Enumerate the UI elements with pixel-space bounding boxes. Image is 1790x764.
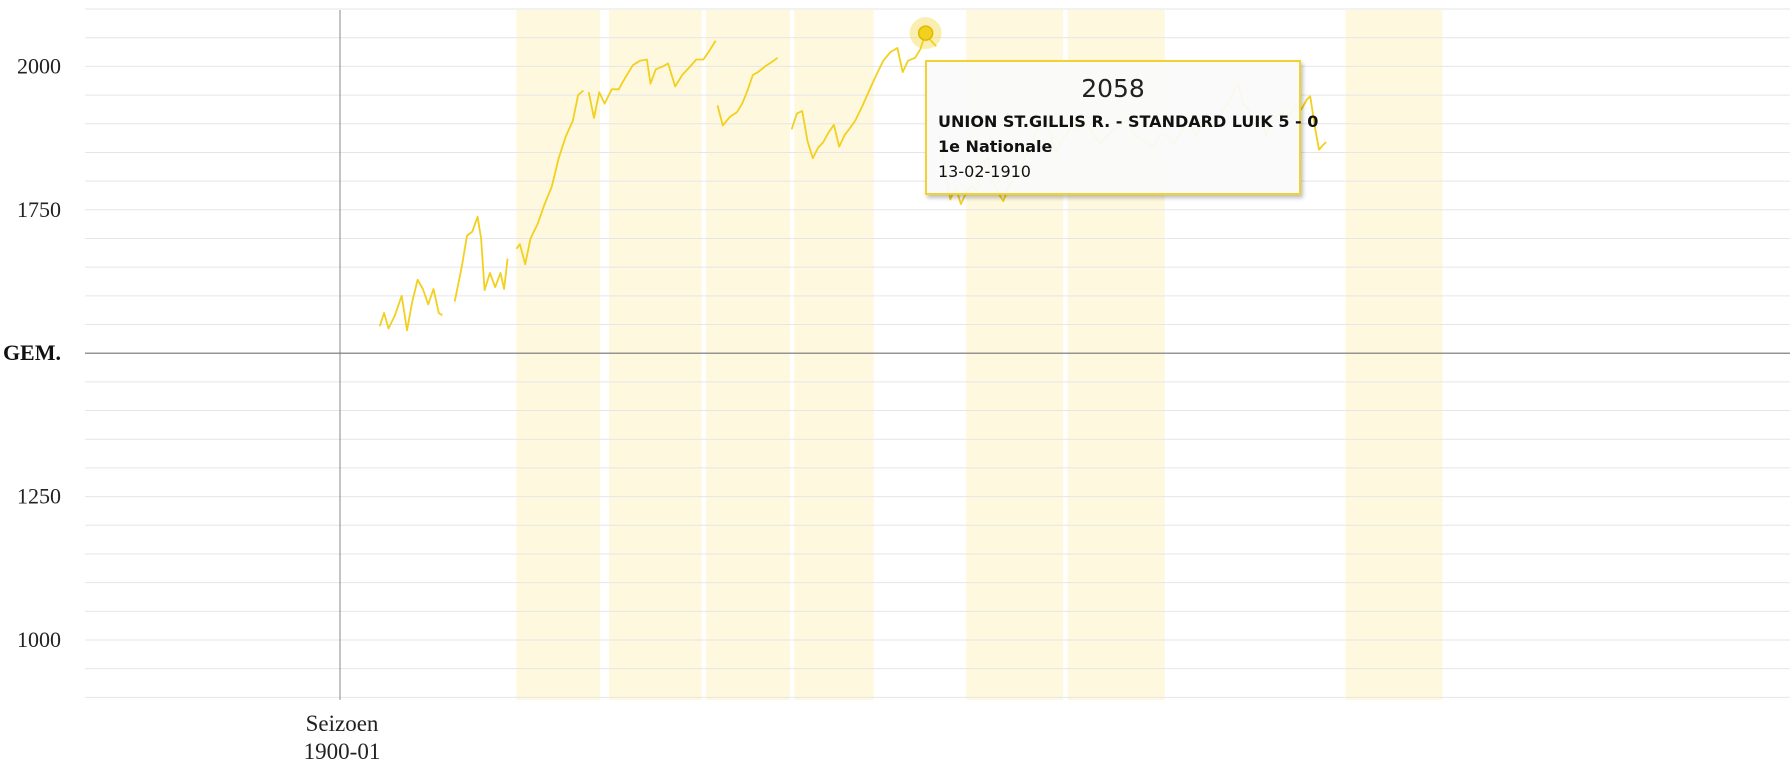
- season-band: [706, 10, 790, 700]
- series-line: [790, 32, 937, 160]
- mean-label: GEM.: [3, 340, 61, 365]
- series-line: [378, 278, 443, 332]
- season-label: Seizoen: [306, 711, 379, 736]
- series-line: [453, 215, 509, 302]
- season-band: [516, 10, 601, 700]
- match-tooltip: 2058 UNION ST.GILLIS R. - STANDARD LUIK …: [925, 60, 1318, 195]
- highlight-point: [909, 17, 942, 50]
- y-tick-label: 1250: [17, 484, 61, 509]
- series-line: [515, 89, 584, 266]
- season-start-label: 1900-01: [304, 739, 381, 764]
- tooltip-competition: 1e Nationale: [938, 137, 1053, 156]
- y-tick-label: 2000: [17, 53, 61, 78]
- season-band: [794, 10, 874, 700]
- y-tick-label: 1750: [17, 197, 61, 222]
- y-axis-ticks: 1000 1250 1750 2000: [17, 53, 61, 652]
- highlight-marker[interactable]: [917, 25, 934, 41]
- season-band: [609, 10, 702, 700]
- y-tick-label: 1000: [17, 627, 61, 652]
- series-line: [587, 40, 717, 119]
- series-line: [716, 57, 779, 127]
- tooltip-value: 2058: [1081, 74, 1145, 103]
- tooltip-date: 13-02-1910: [938, 162, 1031, 181]
- tooltip-match: UNION ST.GILLIS R. - STANDARD LUIK 5 - 0: [938, 112, 1319, 131]
- season-band: [1345, 10, 1443, 700]
- grid-lines: [85, 8, 1790, 698]
